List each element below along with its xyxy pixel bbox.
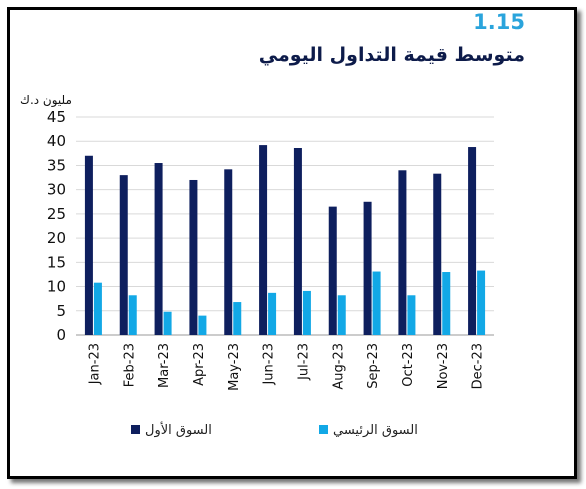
bar-premier-market-jun-23 bbox=[259, 145, 268, 335]
x-tick-label: Jan-23 bbox=[87, 343, 102, 385]
bar-main-market-nov-23 bbox=[442, 272, 451, 335]
bar-main-market-apr-23 bbox=[198, 315, 207, 335]
y-tick-label: 0 bbox=[56, 326, 66, 344]
bars bbox=[84, 145, 486, 335]
bar-premier-market-jul-23 bbox=[293, 148, 302, 335]
y-tick-label: 30 bbox=[47, 181, 66, 199]
bar-premier-market-apr-23 bbox=[189, 179, 198, 335]
bar-premier-market-feb-23 bbox=[119, 175, 128, 335]
figure-title: متوسط قيمة التداول اليومي bbox=[258, 44, 525, 66]
bar-premier-market-jan-23 bbox=[84, 155, 93, 335]
x-tick-label: Aug-23 bbox=[331, 343, 346, 390]
y-tick-label: 15 bbox=[47, 253, 66, 271]
figure-frame bbox=[7, 7, 577, 479]
x-tick-label: Oct-23 bbox=[401, 343, 416, 387]
legend-label-main-market: السوق الرئيسي bbox=[333, 423, 418, 438]
x-tick-label: Jun-23 bbox=[262, 343, 277, 386]
x-tick-label: Nov-23 bbox=[436, 343, 451, 389]
bar-main-market-jul-23 bbox=[302, 290, 311, 335]
legend-swatch-main-market bbox=[319, 425, 328, 434]
legend-swatch-premier-market bbox=[131, 425, 140, 434]
y-tick-label: 10 bbox=[47, 278, 66, 296]
y-tick-label: 5 bbox=[56, 302, 66, 320]
bar-main-market-oct-23 bbox=[407, 295, 416, 335]
figure-number: 1.15 bbox=[473, 10, 525, 34]
bar-premier-market-dec-23 bbox=[468, 147, 477, 335]
y-tick-label: 40 bbox=[47, 132, 66, 150]
y-axis-unit: مليون د.ك bbox=[20, 93, 72, 108]
bar-main-market-aug-23 bbox=[337, 295, 346, 335]
bar-main-market-jan-23 bbox=[93, 282, 102, 335]
y-axis-ticks: 0 5 10 15 20 25 30 35 40 45 bbox=[47, 108, 66, 344]
x-axis-ticks: Jan-23 Feb-23 Mar-23 Apr-23 May-23 Jun-23 Jul-… bbox=[87, 343, 485, 391]
x-tick-label: Dec-23 bbox=[471, 343, 486, 389]
y-tick-label: 45 bbox=[47, 108, 66, 126]
bar-premier-market-aug-23 bbox=[328, 206, 337, 335]
legend-label-premier-market: السوق الأول bbox=[145, 421, 212, 438]
bar-premier-market-nov-23 bbox=[433, 173, 442, 335]
bar-main-market-feb-23 bbox=[128, 295, 137, 335]
x-tick-label: Apr-23 bbox=[192, 343, 207, 386]
bar-premier-market-mar-23 bbox=[154, 163, 163, 335]
bar-premier-market-may-23 bbox=[224, 169, 233, 335]
bar-main-market-may-23 bbox=[233, 302, 242, 335]
x-tick-label: Feb-23 bbox=[122, 343, 137, 387]
y-tick-label: 35 bbox=[47, 156, 66, 174]
bar-main-market-dec-23 bbox=[477, 270, 486, 335]
x-tick-label: Mar-23 bbox=[157, 343, 172, 388]
bar-main-market-sep-23 bbox=[372, 271, 381, 335]
x-tick-label: Sep-23 bbox=[366, 343, 381, 389]
legend: السوق الأول السوق الرئيسي bbox=[131, 421, 418, 438]
y-tick-label: 20 bbox=[47, 229, 66, 247]
x-tick-label: May-23 bbox=[227, 343, 242, 391]
gridlines bbox=[76, 116, 494, 336]
bar-premier-market-oct-23 bbox=[398, 170, 407, 335]
bar-main-market-jun-23 bbox=[268, 292, 277, 335]
y-tick-label: 25 bbox=[47, 205, 66, 223]
bar-premier-market-sep-23 bbox=[363, 201, 372, 335]
bar-main-market-mar-23 bbox=[163, 311, 172, 335]
x-tick-label: Jul-23 bbox=[296, 343, 311, 381]
